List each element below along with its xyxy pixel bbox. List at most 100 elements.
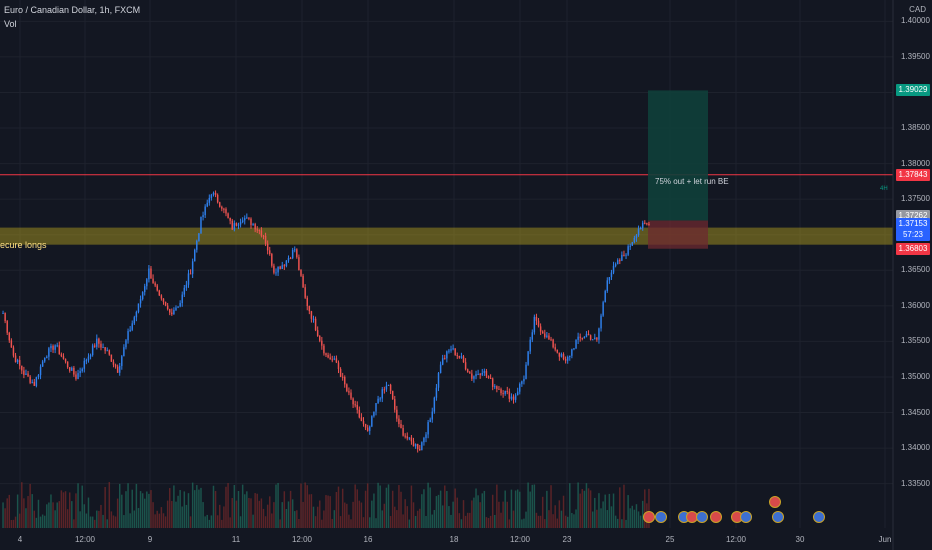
price-tag-stop: 1.36803 bbox=[896, 242, 930, 255]
candle-body bbox=[244, 218, 246, 221]
price-tag-line: 1.37843 bbox=[896, 168, 930, 181]
volume-bar bbox=[625, 519, 627, 528]
volume-bar bbox=[354, 484, 356, 528]
candle-body bbox=[614, 264, 617, 266]
volume-bar bbox=[331, 518, 333, 528]
volume-bar bbox=[27, 496, 29, 528]
volume-bar bbox=[419, 508, 421, 528]
volume-bar bbox=[639, 515, 642, 528]
candle-body bbox=[362, 421, 365, 424]
volume-bar bbox=[569, 483, 571, 528]
volume-bar bbox=[166, 500, 169, 528]
candle-body bbox=[8, 332, 11, 341]
volume-bar bbox=[504, 490, 506, 528]
volume-bar bbox=[16, 494, 19, 528]
candle-body bbox=[139, 299, 142, 304]
event-icon[interactable] bbox=[696, 511, 708, 523]
candle-body bbox=[594, 337, 596, 340]
zones bbox=[0, 90, 893, 249]
price-tick-label: 1.34500 bbox=[901, 407, 930, 417]
event-icon[interactable] bbox=[772, 511, 784, 523]
candle-body bbox=[439, 364, 442, 374]
event-icon[interactable] bbox=[710, 511, 722, 523]
event-icon[interactable] bbox=[740, 511, 752, 523]
candle-body bbox=[314, 318, 317, 331]
candle-body bbox=[377, 398, 379, 404]
candle-body bbox=[525, 364, 527, 379]
volume-bar bbox=[106, 519, 108, 528]
volume-bar bbox=[644, 489, 646, 528]
volume-bar bbox=[275, 484, 277, 528]
candle-body bbox=[625, 254, 627, 256]
candle-body bbox=[404, 435, 406, 437]
time-tick-label: 12:00 bbox=[74, 535, 96, 544]
volume-bar bbox=[208, 519, 211, 528]
volume-bar bbox=[360, 502, 363, 528]
volume-bar bbox=[512, 510, 515, 528]
candle-body bbox=[191, 261, 194, 274]
volume-bar bbox=[146, 491, 148, 528]
time-tick-label: 23 bbox=[562, 535, 572, 544]
candle-body bbox=[202, 215, 204, 218]
volume-bar bbox=[4, 508, 6, 528]
time-tick-label: 16 bbox=[363, 535, 373, 544]
candle-body bbox=[33, 381, 36, 386]
candle-body bbox=[508, 391, 511, 399]
candle-body bbox=[421, 442, 423, 451]
candle-body bbox=[127, 331, 129, 341]
candle-body bbox=[327, 354, 329, 358]
time-tick-label: 25 bbox=[665, 535, 675, 544]
volume-bar bbox=[183, 491, 186, 528]
volume-bar bbox=[450, 514, 452, 528]
candle-body bbox=[619, 260, 621, 262]
volume-bar bbox=[37, 499, 40, 528]
volume-bar bbox=[46, 504, 48, 528]
volume-bar bbox=[64, 491, 67, 528]
candle-body bbox=[612, 265, 615, 273]
volume-bar bbox=[179, 490, 181, 528]
candle-body bbox=[221, 206, 223, 209]
volume-bar bbox=[302, 501, 304, 528]
volume-bar bbox=[219, 504, 221, 528]
volume-bar bbox=[462, 500, 465, 528]
volume-bar bbox=[227, 483, 229, 528]
volume-bar bbox=[637, 511, 640, 528]
candle-body bbox=[275, 272, 277, 274]
candle-body bbox=[91, 345, 94, 356]
candle-body bbox=[464, 362, 467, 370]
event-icon[interactable] bbox=[643, 511, 655, 523]
candle-body bbox=[396, 409, 398, 419]
candle-body bbox=[604, 291, 606, 303]
event-icon[interactable] bbox=[813, 511, 825, 523]
volume-bar bbox=[619, 487, 621, 528]
volume-bar bbox=[460, 519, 463, 528]
volume-bar bbox=[87, 497, 90, 528]
candle-body bbox=[239, 222, 242, 225]
candle-body bbox=[262, 235, 265, 237]
candle-body bbox=[354, 404, 356, 406]
volume-bar bbox=[364, 490, 367, 528]
volume-bar bbox=[129, 513, 131, 528]
candle-body bbox=[639, 227, 642, 229]
volume-bar bbox=[471, 500, 473, 528]
candle-body bbox=[562, 354, 565, 360]
candle-body bbox=[68, 367, 71, 371]
volume-bar bbox=[529, 491, 531, 528]
candle-body bbox=[454, 348, 456, 356]
volume-bar bbox=[346, 503, 348, 528]
candle-body bbox=[606, 280, 609, 292]
volume-bar bbox=[379, 485, 381, 528]
volume-bar bbox=[189, 516, 192, 528]
candle-body bbox=[189, 273, 192, 275]
volume-bar bbox=[537, 515, 540, 528]
candle-body bbox=[564, 359, 567, 361]
candle-body bbox=[348, 391, 350, 393]
candle-body bbox=[369, 426, 371, 431]
candle-body bbox=[577, 336, 579, 340]
event-icon[interactable] bbox=[769, 496, 781, 508]
candle-body bbox=[371, 416, 373, 427]
volume-bar bbox=[279, 519, 281, 528]
event-icon[interactable] bbox=[655, 511, 667, 523]
candle-body bbox=[260, 230, 263, 236]
